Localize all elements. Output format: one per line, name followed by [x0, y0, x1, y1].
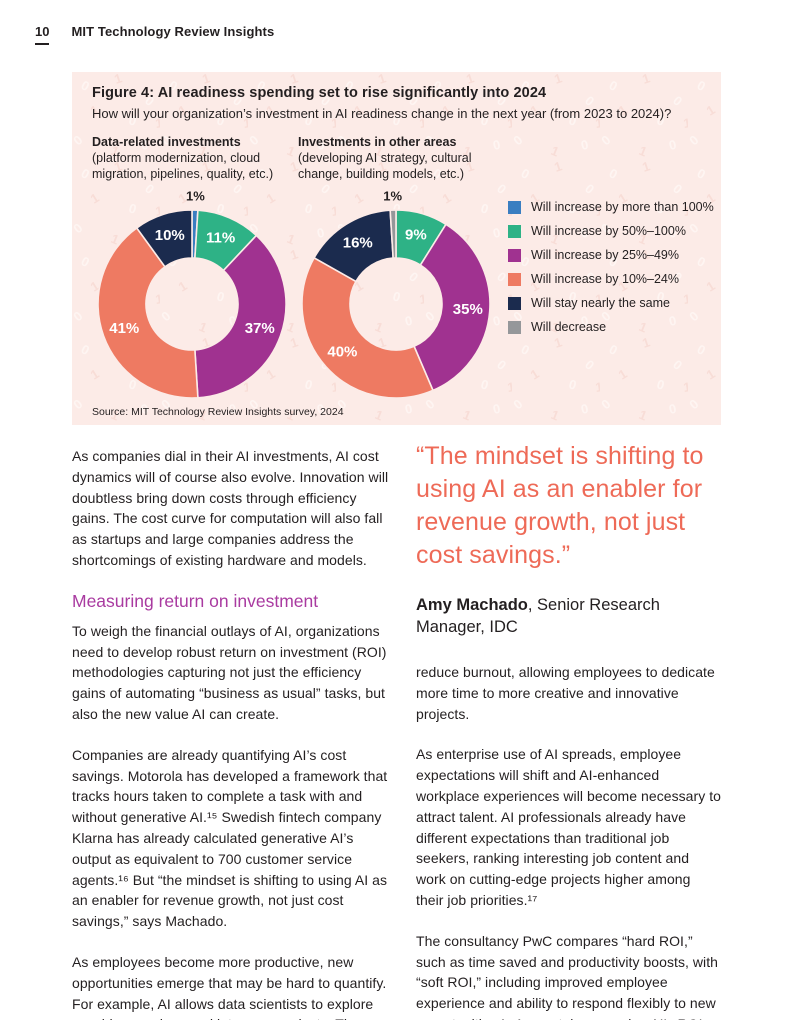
donut-chart-data-related: 1% 11% 37% 41% 10%: [92, 186, 298, 402]
article-body: As companies dial in their AI investment…: [72, 442, 721, 1020]
legend-item: Will increase by 50%–100%: [508, 224, 714, 238]
body-paragraph: reduce burnout, allowing employees to de…: [416, 664, 715, 722]
brand-title: MIT Technology Review Insights: [71, 24, 275, 39]
donut-slice: [301, 256, 435, 399]
legend-label: Will decrease: [531, 320, 607, 334]
figure-content: Figure 4: AI readiness spending set to r…: [72, 72, 721, 425]
figure-question: How will your organization’s investment …: [92, 106, 672, 121]
figure-title: Figure 4: AI readiness spending set to r…: [92, 85, 547, 101]
legend-swatch: [508, 272, 521, 286]
slice-label: 40%: [327, 344, 357, 361]
legend-swatch: [508, 248, 521, 262]
chart-subtitle: (developing AI strategy, cultural change…: [298, 151, 472, 181]
slice-label: 41%: [109, 320, 139, 337]
slice-label: 1%: [186, 189, 205, 204]
legend-label: Will increase by 50%–100%: [531, 224, 686, 238]
attribution-name: Amy Machado: [416, 596, 528, 614]
legend-label: Will increase by 10%–24%: [531, 272, 679, 286]
quote-attribution: Amy Machado, Senior Research Manager, ID…: [416, 594, 721, 638]
donut-chart-other-areas: 9% 35% 40% 16% 1%: [296, 186, 494, 402]
chart-block-data-related: Data-related investments (platform modern…: [92, 134, 298, 402]
legend-label: Will stay nearly the same: [531, 296, 670, 310]
legend-swatch: [508, 224, 521, 238]
donut-slice: [135, 209, 193, 268]
chart-legend: Will increase by more than 100% Will incr…: [494, 200, 714, 402]
body-paragraph: The consultancy PwC compares “hard ROI,”…: [416, 932, 718, 1020]
pull-quote: “The mindset is shifting to using AI as …: [416, 442, 704, 569]
body-paragraph: As enterprise use of AI spreads, employe…: [416, 746, 721, 908]
slice-label: 9%: [405, 226, 427, 243]
legend-item: Will increase by 10%–24%: [508, 272, 714, 286]
donut-slice: [413, 223, 491, 392]
legend-swatch: [508, 320, 521, 334]
chart-subtitle: (platform modernization, cloud migration…: [92, 151, 274, 181]
figure-4-panel: 0 1 0 1 0 1 0 1 0 Figure 4: AI readiness…: [72, 72, 721, 425]
right-column: “The mindset is shifting to using AI as …: [416, 442, 721, 1020]
left-column: As companies dial in their AI investment…: [72, 446, 394, 1020]
legend-swatch: [508, 296, 521, 310]
body-paragraph: As employees become more productive, new…: [72, 953, 387, 1020]
chart-title: Investments in other areas: [298, 135, 457, 149]
legend-item: Will stay nearly the same: [508, 296, 714, 310]
chart-title: Data-related investments: [92, 135, 241, 149]
slice-label: 1%: [383, 189, 402, 204]
body-paragraph: As companies dial in their AI investment…: [72, 448, 389, 568]
legend-label: Will increase by more than 100%: [531, 200, 714, 214]
body-paragraph: To weigh the financial outlays of AI, or…: [72, 622, 387, 722]
legend-swatch: [508, 200, 521, 214]
donut-slice: [97, 226, 199, 399]
slice-label: 35%: [453, 301, 483, 318]
slice-label: 11%: [206, 229, 235, 246]
chart-block-other-areas: Investments in other areas (developing AI…: [298, 134, 494, 402]
donut-slice: [389, 209, 397, 259]
source-note: Source: MIT Technology Review Insights s…: [92, 406, 344, 418]
slice-label: 10%: [155, 227, 185, 244]
chart-heading: Investments in other areas (developing AI…: [298, 134, 498, 184]
slice-label: 16%: [343, 234, 373, 251]
chart-heading: Data-related investments (platform modern…: [92, 134, 292, 184]
attribution-role: , Senior Research Manager, IDC: [416, 596, 660, 636]
slice-label: 37%: [245, 320, 275, 337]
legend-label: Will increase by 25%–49%: [531, 248, 679, 262]
legend-item: Will increase by 25%–49%: [508, 248, 714, 262]
page-header: 10 MIT Technology Review Insights: [0, 0, 793, 45]
section-heading: Measuring return on investment: [72, 590, 319, 611]
legend-item: Will decrease: [508, 320, 714, 334]
body-paragraph: Companies are already quantifying AI’s c…: [72, 746, 388, 930]
donut-slice: [194, 234, 287, 399]
page-number: 10: [35, 24, 50, 45]
legend-item: Will increase by more than 100%: [508, 200, 714, 214]
charts-row: Data-related investments (platform modern…: [92, 134, 714, 402]
